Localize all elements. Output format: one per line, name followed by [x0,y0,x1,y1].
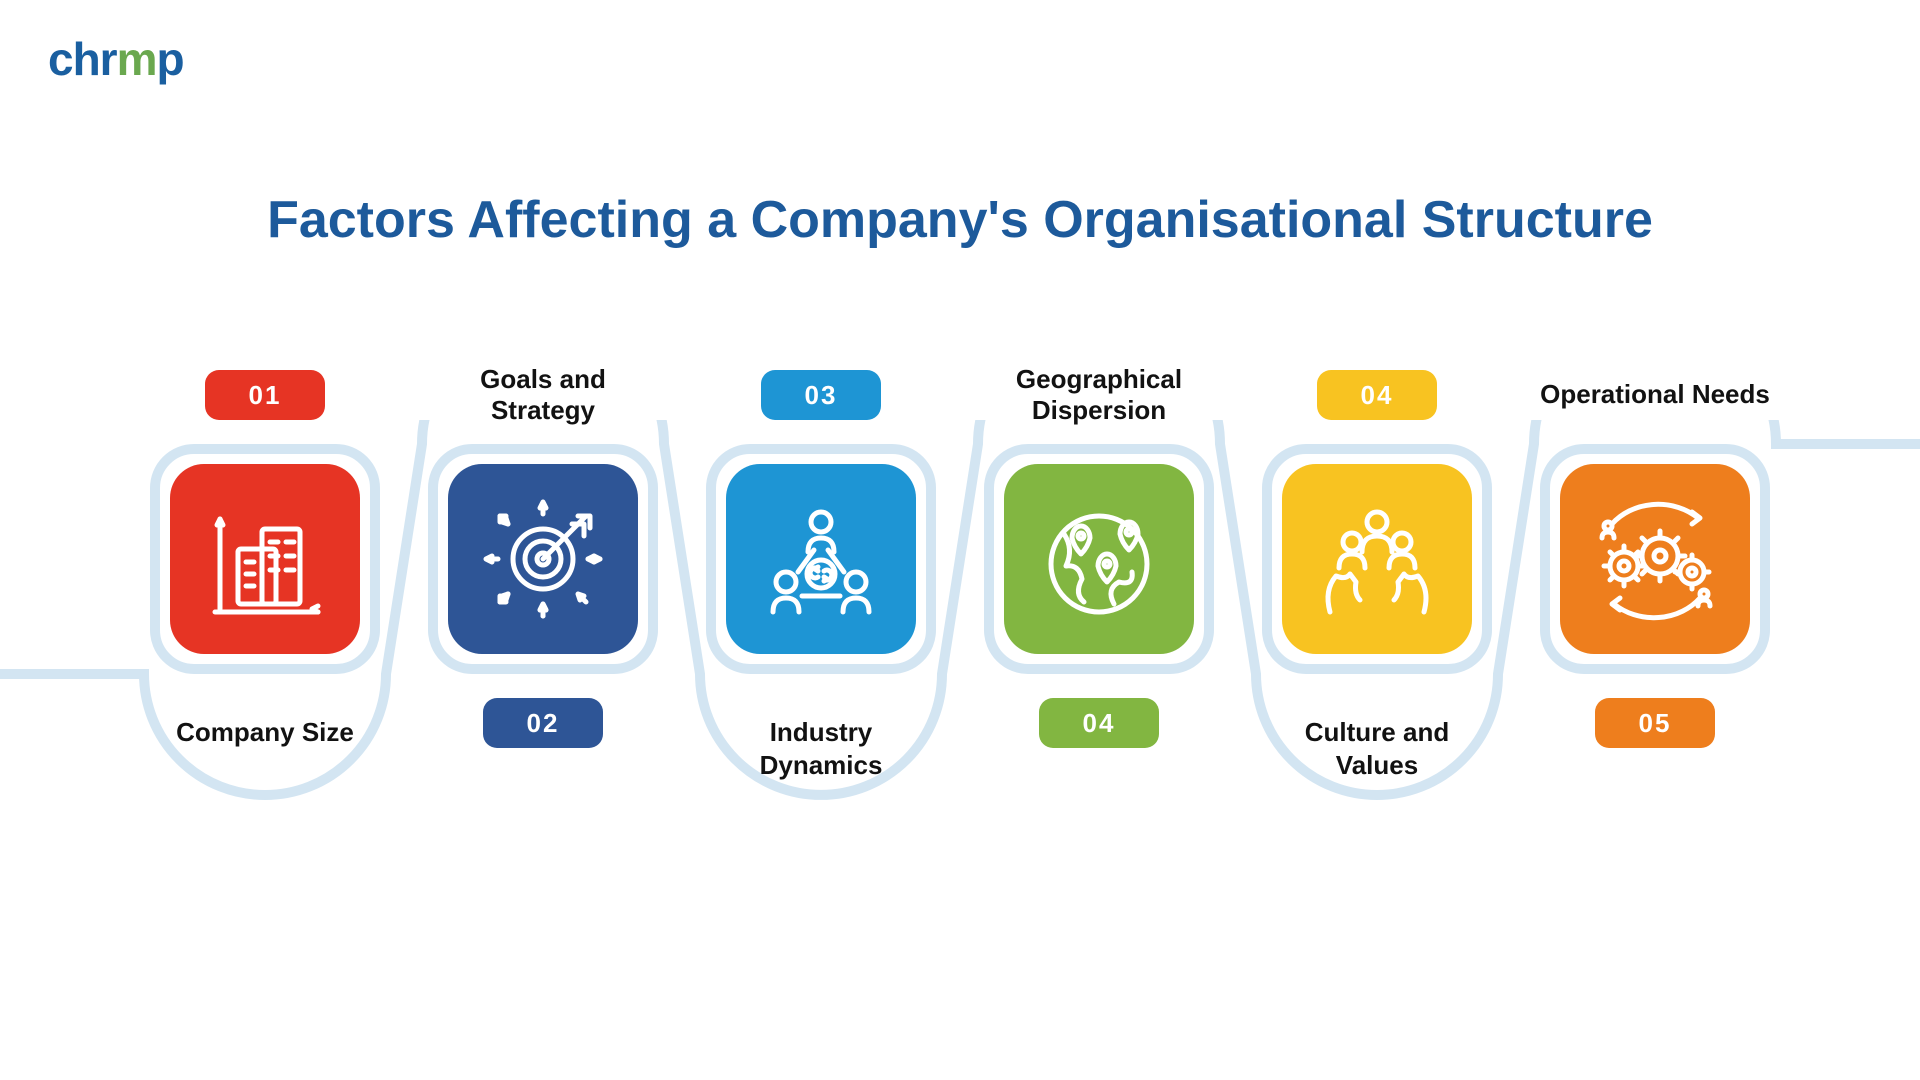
hands-icon [1312,494,1442,624]
tile-frame [706,444,936,674]
icon-tile [726,464,916,654]
number-pill: 04 [1317,370,1437,420]
factors-row: 01Company Size Goals and Strategy 02 03Indu… [0,360,1920,768]
number-pill: 04 [1039,698,1159,748]
icon-tile [1282,464,1472,654]
page-title: Factors Affecting a Company's Organisati… [0,190,1920,250]
network-icon [756,494,886,624]
factor-column: 04Culture and Values [1262,360,1492,768]
icon-tile [1560,464,1750,654]
tile-frame [1540,444,1770,674]
number-pill: 05 [1595,698,1715,748]
brand-logo: chrmp [48,32,184,86]
logo-part-c: p [157,33,184,85]
number-pill: 01 [205,370,325,420]
tile-frame [428,444,658,674]
number-pill: 03 [761,370,881,420]
logo-part-b: m [117,33,157,85]
factor-label: Geographical Dispersion [984,360,1214,430]
factor-column: Goals and Strategy 02 [428,360,658,768]
factor-column: Geographical Dispersion 04 [984,360,1214,768]
globe-icon [1034,494,1164,624]
factor-label: Industry Dynamics [706,716,936,786]
factor-column: 03Industry Dynamics [706,360,936,768]
gears-icon [1590,494,1720,624]
number-pill: 02 [483,698,603,748]
factor-label: Operational Needs [1540,360,1770,430]
building-icon [200,494,330,624]
tile-frame [984,444,1214,674]
tile-frame [150,444,380,674]
icon-tile [1004,464,1194,654]
factor-column: Operational Needs 05 [1540,360,1770,768]
logo-part-a: chr [48,33,117,85]
icon-tile [448,464,638,654]
icon-tile [170,464,360,654]
infographic-stage: 01Company SizeGoals and Strategy0203Indu… [0,360,1920,880]
tile-frame [1262,444,1492,674]
factor-label: Company Size [176,716,354,786]
factor-label: Culture and Values [1262,716,1492,786]
factor-column: 01Company Size [150,360,380,768]
target-icon [478,494,608,624]
factor-label: Goals and Strategy [428,360,658,430]
